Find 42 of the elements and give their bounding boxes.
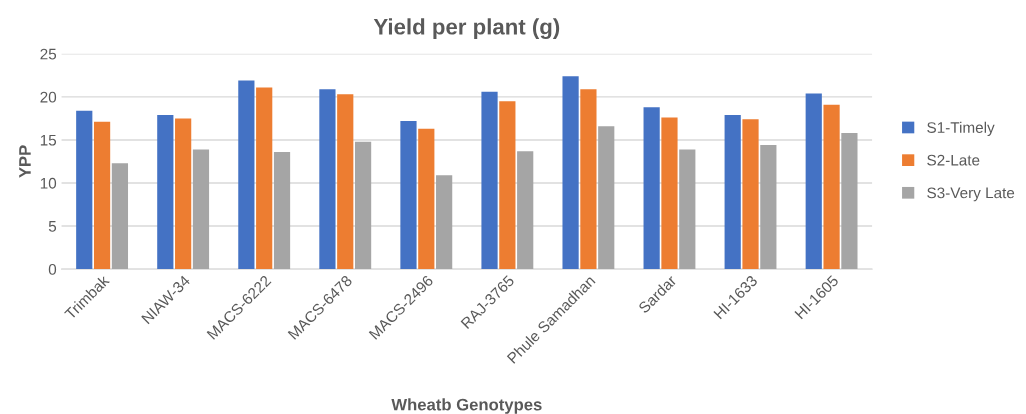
bar	[192, 149, 210, 270]
bar	[643, 107, 660, 270]
bar	[724, 114, 741, 270]
legend-label: S2-Late	[927, 154, 980, 166]
bar	[238, 80, 255, 270]
bar	[256, 87, 273, 270]
bar	[499, 101, 516, 270]
bar	[562, 76, 579, 270]
bar	[111, 163, 129, 270]
x-axis-title: Wheatb Genotypes	[391, 398, 542, 414]
bar	[400, 120, 417, 270]
bar	[742, 119, 759, 270]
bar	[93, 121, 111, 270]
bar	[273, 151, 291, 270]
bar	[598, 126, 615, 270]
bar	[823, 104, 840, 270]
bar	[805, 93, 822, 270]
chart-title: Yield per plant (g)	[373, 18, 560, 40]
bar	[319, 89, 336, 270]
y-tick-label: 20	[40, 91, 57, 103]
bar	[337, 94, 354, 270]
bar	[841, 133, 858, 270]
bar	[157, 114, 174, 270]
legend-label: S3-Very Late	[927, 187, 1015, 202]
bar	[580, 89, 597, 270]
bar	[436, 175, 453, 270]
y-tick-label: 0	[48, 263, 57, 275]
bar	[76, 110, 93, 270]
y-tick-label: 25	[40, 48, 57, 60]
bar	[517, 151, 534, 270]
bar	[679, 149, 696, 270]
bar	[418, 128, 435, 270]
y-axis-title: YPP	[19, 145, 31, 178]
y-tick-label: 10	[40, 177, 57, 189]
y-tick-label: 5	[48, 221, 57, 232]
legend-label: S1-Timely	[927, 121, 995, 136]
bar	[661, 117, 678, 270]
y-tick-label: 15	[40, 134, 57, 146]
bar	[175, 118, 192, 270]
bar	[760, 145, 777, 270]
bar	[354, 141, 372, 270]
bar	[481, 91, 498, 270]
